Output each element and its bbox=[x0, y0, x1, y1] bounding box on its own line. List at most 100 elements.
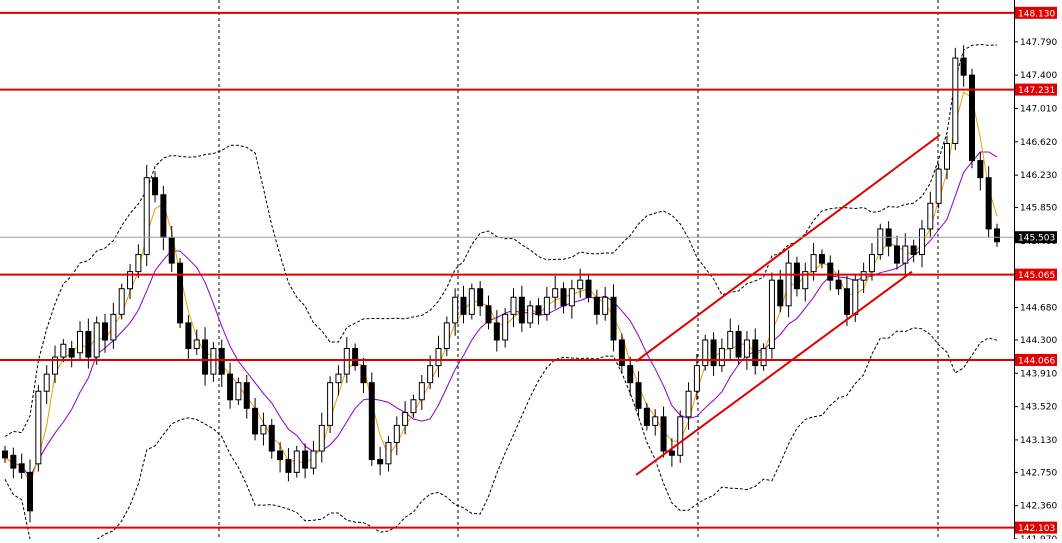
level-badge-1: 147.231 bbox=[1018, 86, 1055, 96]
candle-body bbox=[552, 288, 559, 298]
bollinger-lower bbox=[4, 327, 998, 543]
candle-body bbox=[635, 382, 642, 409]
candle-body bbox=[560, 288, 567, 307]
candle-body bbox=[468, 288, 475, 315]
candle-body bbox=[477, 288, 484, 307]
candle-body bbox=[935, 168, 942, 204]
y-tick-label: 147.790 bbox=[1020, 38, 1057, 48]
candle-body bbox=[643, 407, 650, 426]
candle-body bbox=[627, 365, 634, 384]
current-price-badge-bg bbox=[1015, 231, 1057, 244]
candle-body bbox=[260, 424, 267, 435]
candle-body bbox=[385, 441, 392, 465]
candle-body bbox=[727, 330, 734, 350]
candle-body bbox=[860, 271, 867, 281]
candle-body bbox=[110, 313, 117, 341]
candle-body bbox=[360, 365, 367, 384]
candle-body bbox=[243, 382, 250, 409]
candle-body bbox=[393, 424, 400, 443]
candle-body bbox=[835, 279, 842, 290]
candle-body bbox=[127, 271, 134, 290]
candle-body bbox=[585, 279, 592, 298]
candle-layer bbox=[2, 45, 1000, 523]
candle-body bbox=[718, 348, 725, 367]
y-tick-label: 146.620 bbox=[1020, 138, 1057, 148]
candle-body bbox=[77, 330, 84, 354]
candle-body bbox=[460, 296, 467, 315]
candle-body bbox=[10, 454, 17, 469]
candle-body bbox=[735, 330, 742, 358]
candle-body bbox=[785, 262, 792, 307]
candle-body bbox=[402, 412, 409, 426]
candle-body bbox=[235, 382, 242, 401]
candle-body bbox=[202, 339, 209, 375]
candle-body bbox=[752, 339, 759, 367]
candle-body bbox=[43, 373, 50, 392]
candle-body bbox=[368, 382, 375, 461]
candle-body bbox=[768, 279, 775, 350]
candle-body bbox=[135, 254, 142, 273]
candle-body bbox=[968, 74, 975, 162]
candle-body bbox=[994, 228, 1000, 243]
price-axis: 141.970 142.360 142.750 143.130 143.520 143.9… bbox=[1014, 0, 1062, 543]
candle-body bbox=[85, 330, 92, 358]
y-tick-label: 141.970 bbox=[1020, 535, 1057, 539]
candle-body bbox=[352, 348, 359, 367]
candle-body bbox=[810, 254, 817, 273]
candle-body bbox=[927, 202, 934, 230]
y-tick-label: 143.910 bbox=[1020, 369, 1057, 379]
level-badge-3: 144.066 bbox=[1018, 356, 1055, 366]
candle-body bbox=[685, 390, 692, 418]
candle-body bbox=[177, 262, 184, 324]
candle-body bbox=[143, 177, 150, 256]
candle-body bbox=[652, 416, 659, 426]
candle-body bbox=[193, 339, 200, 350]
candle-body bbox=[985, 177, 992, 230]
candle-body bbox=[185, 322, 192, 350]
level-badge-2-bg bbox=[1015, 268, 1057, 281]
y-tick-label: 142.750 bbox=[1020, 468, 1057, 478]
candle-body bbox=[902, 245, 909, 264]
y-tick-label: 145.850 bbox=[1020, 204, 1057, 214]
candle-body bbox=[427, 365, 434, 384]
candle-body bbox=[818, 254, 825, 264]
candle-body bbox=[310, 450, 317, 469]
y-tick-label: 144.300 bbox=[1020, 336, 1057, 346]
candle-body bbox=[285, 459, 292, 473]
y-tick-label: 142.360 bbox=[1020, 502, 1057, 512]
candle-body bbox=[977, 160, 984, 179]
candle-body bbox=[60, 343, 67, 358]
candle-body bbox=[502, 313, 509, 341]
level-badge-4-bg bbox=[1015, 521, 1057, 534]
candle-body bbox=[910, 245, 917, 256]
candle-body bbox=[27, 471, 34, 512]
candle-body bbox=[760, 348, 767, 367]
candle-body bbox=[377, 459, 384, 465]
candle-body bbox=[418, 382, 425, 401]
candle-body bbox=[677, 416, 684, 456]
candle-body bbox=[160, 194, 167, 238]
candle-body bbox=[293, 450, 300, 473]
candle-body bbox=[593, 296, 600, 315]
candle-body bbox=[868, 254, 875, 273]
y-tick-label: 147.010 bbox=[1020, 104, 1057, 114]
candle-body bbox=[210, 348, 217, 375]
candle-body bbox=[435, 348, 442, 367]
candle-body bbox=[335, 373, 342, 384]
candle-body bbox=[943, 143, 950, 170]
candle-body bbox=[693, 365, 700, 392]
candle-body bbox=[618, 339, 625, 367]
candle-body bbox=[602, 296, 609, 315]
candle-body bbox=[952, 57, 959, 145]
candle-body bbox=[318, 424, 325, 452]
y-tick-label: 143.520 bbox=[1020, 403, 1057, 413]
candle-body bbox=[702, 339, 709, 367]
candle-body bbox=[327, 382, 334, 426]
level-badge-0-bg bbox=[1015, 6, 1057, 19]
candle-body bbox=[518, 296, 525, 324]
channel-upper-line bbox=[635, 134, 941, 363]
candle-body bbox=[2, 450, 8, 459]
candle-body bbox=[18, 463, 25, 473]
